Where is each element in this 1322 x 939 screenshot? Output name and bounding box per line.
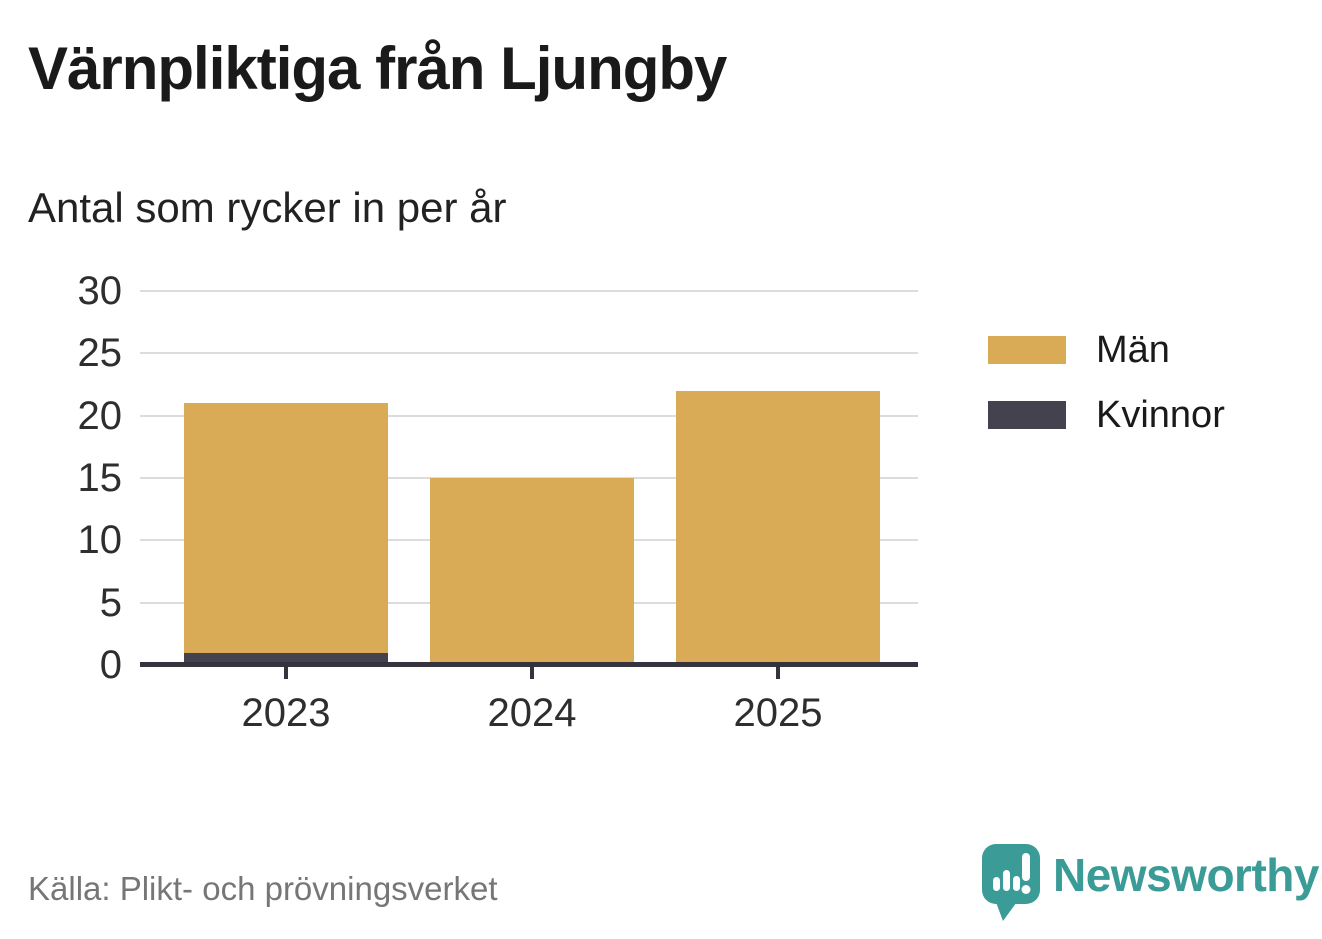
chart-title: Värnpliktiga från Ljungby — [28, 35, 727, 102]
y-axis-tick-label: 5 — [99, 580, 122, 625]
newsworthy-speech-bubble-bar-chart-icon — [981, 843, 1043, 928]
bar-2025-män — [676, 390, 880, 665]
y-axis-tick-label: 0 — [99, 643, 122, 687]
x-axis-tick-2024 — [530, 667, 534, 679]
legend-swatch-kvinnor — [988, 401, 1066, 429]
x-axis-tick-2025 — [776, 667, 780, 679]
bar-2023-kvinnor — [184, 652, 388, 665]
newsworthy-wordmark: Newsworthy — [1053, 849, 1319, 901]
x-axis-tick-2023 — [284, 667, 288, 679]
newsworthy-logo[interactable]: Newsworthy — [981, 843, 1319, 928]
y-axis-tick-label: 20 — [77, 393, 123, 438]
bar-2023-män — [184, 403, 388, 653]
legend-label-man: Män — [1096, 329, 1170, 371]
legend-swatch-man — [988, 336, 1066, 364]
y-axis-tick-label: 30 — [77, 269, 123, 313]
source-note: Källa: Plikt- och prövningsverket — [28, 870, 498, 907]
x-axis-line — [140, 662, 918, 667]
legend-label-kvinnor: Kvinnor — [1096, 394, 1225, 436]
bar-2024-män — [430, 478, 634, 665]
legend-item-kvinnor: Kvinnor — [988, 396, 1225, 434]
y-axis-tick-label: 15 — [77, 456, 123, 500]
y-axis-tick-label: 25 — [77, 331, 123, 376]
x-axis-tick-label-2023: 2023 — [241, 691, 331, 735]
gridline-20 — [140, 414, 918, 417]
gridline-30 — [140, 290, 918, 292]
gridline-25 — [140, 352, 918, 355]
y-axis-tick-label: 10 — [77, 518, 123, 563]
x-axis-tick-label-2025: 2025 — [733, 691, 823, 735]
legend-item-man: Män — [988, 331, 1225, 369]
legend: Män Kvinnor — [988, 331, 1225, 461]
x-axis-tick-label-2024: 2024 — [487, 691, 577, 735]
chart-subtitle: Antal som rycker in per år — [28, 184, 507, 231]
